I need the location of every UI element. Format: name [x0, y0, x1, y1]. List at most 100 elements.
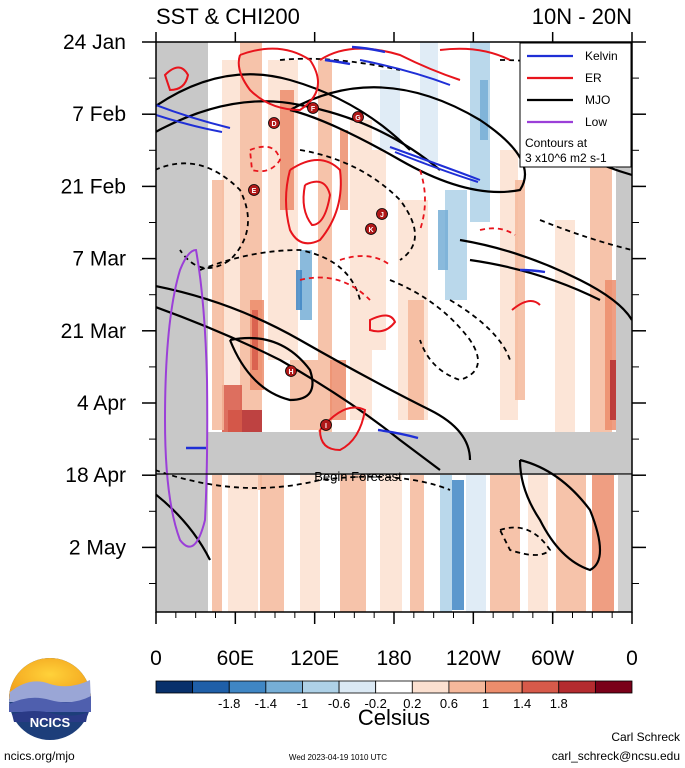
contour-line	[439, 47, 511, 61]
tc-marker: D	[268, 117, 280, 129]
x-tick-labels: 0 60E 120E 180 120W 60W 0	[150, 647, 638, 670]
tc-marker-label: D	[271, 121, 276, 128]
tc-marker: H	[285, 365, 297, 377]
tc-marker-label: K	[368, 227, 373, 234]
sst-cell	[556, 475, 586, 612]
tc-marker-label: J	[380, 212, 384, 219]
contour-line	[299, 276, 371, 301]
colorbar-label: 1.4	[513, 696, 531, 711]
contour-line	[279, 57, 401, 71]
sst-cell	[480, 80, 488, 140]
sst-cell	[212, 475, 222, 612]
colorbar-swatch	[265, 680, 303, 694]
y-tick-label: 18 Apr	[65, 464, 126, 487]
contour-line	[389, 146, 481, 181]
sst-cell	[445, 190, 467, 300]
timestamp: Wed 2023-04-19 1010 UTC	[289, 753, 387, 762]
colorbar-swatch	[594, 680, 633, 694]
masked-region	[156, 42, 632, 612]
x-tick-label: 0	[150, 647, 162, 670]
contour-line	[156, 114, 223, 133]
colorbar-unit: Celsius	[358, 705, 430, 730]
x-tick-label: 0	[626, 647, 638, 670]
contour-line	[163, 66, 190, 92]
sst-cell	[528, 475, 548, 612]
contour-line	[479, 227, 516, 236]
sst-cell	[372, 150, 386, 350]
colorbar-swatch	[375, 680, 413, 694]
legend-label: MJO	[585, 93, 610, 107]
sst-cell	[280, 90, 294, 210]
colorbar-label: -1.8	[218, 696, 240, 711]
y-tick-label: 4 Apr	[77, 392, 126, 415]
sst-cell	[350, 120, 372, 420]
email-link[interactable]: carl_schreck@ncsu.edu	[552, 749, 680, 763]
forecast-label: Begin Forecast	[314, 469, 402, 484]
contour-line	[199, 249, 361, 301]
y-tick-label: 24 Jan	[63, 31, 126, 54]
sst-cell	[500, 150, 518, 420]
y-tick-label: 7 Feb	[72, 103, 126, 126]
contour-line	[156, 469, 451, 491]
sst-cell	[340, 475, 366, 612]
colorbar-swatch	[521, 680, 560, 694]
sst-cell	[252, 310, 258, 370]
legend: Kelvin ER MJO Low Contours at 3 x10^6 m2 s-…	[519, 42, 632, 168]
tc-marker: G	[352, 111, 364, 123]
colorbar-label: 1	[482, 696, 489, 711]
contour-line	[319, 47, 461, 81]
sst-cell	[420, 42, 438, 162]
contours	[156, 45, 632, 572]
contour-line	[389, 279, 479, 381]
contour-line	[156, 493, 211, 561]
x-tick-label: 60W	[531, 647, 574, 670]
sst-cell	[440, 475, 452, 612]
colorbar-swatch	[338, 680, 377, 694]
tc-marker: J	[376, 208, 388, 220]
sst-cell	[555, 220, 575, 440]
y-tick-labels: 24 Jan 7 Feb 21 Feb 7 Mar 21 Mar 4 Apr 18 Apr 2…	[61, 31, 127, 559]
legend-label: Kelvin	[585, 49, 618, 63]
tc-marker-label: G	[355, 115, 361, 122]
colorbar-label: -1	[297, 696, 309, 711]
y-tick-label: 21 Mar	[61, 320, 126, 343]
contour-line	[351, 45, 386, 54]
colorbar-swatch	[448, 680, 486, 694]
sst-cell	[222, 385, 242, 433]
sst-cell	[380, 70, 400, 150]
sst-cell	[296, 270, 302, 310]
y-tick-label: 21 Feb	[61, 175, 126, 198]
tc-marker: E	[248, 184, 260, 196]
contour-line	[319, 406, 367, 452]
sst-cell	[515, 180, 525, 400]
tc-marker: I	[320, 419, 332, 431]
colorbar-swatch	[485, 680, 523, 694]
tc-marker: K	[365, 223, 377, 235]
colorbar-swatch	[155, 680, 194, 694]
contour-line	[156, 306, 441, 471]
contour-line	[419, 169, 426, 231]
sst-cell	[610, 360, 618, 420]
website-link[interactable]: ncics.org/mjo	[4, 749, 75, 763]
x-tick-label: 120W	[446, 647, 501, 670]
sst-cell	[410, 475, 424, 612]
sst-cell	[408, 300, 424, 420]
contour-line	[228, 336, 314, 402]
colorbar-label: -0.6	[328, 696, 350, 711]
contour-line	[519, 268, 546, 274]
legend-label: ER	[585, 71, 602, 85]
colorbar-label: 0.6	[440, 696, 458, 711]
chart-title: SST & CHI200	[156, 4, 300, 29]
contour-line	[163, 248, 209, 548]
colorbar-label: 1.8	[550, 696, 568, 711]
contour-line	[289, 86, 526, 194]
contour-line	[394, 151, 479, 183]
colorbar-swatch	[302, 680, 340, 694]
contour-line	[518, 458, 601, 572]
sst-cell	[438, 210, 448, 270]
contour-line	[237, 47, 319, 112]
contour-line	[449, 299, 511, 361]
contour-line	[377, 428, 419, 440]
sst-cell	[466, 475, 486, 612]
y-tick-label: 7 Mar	[72, 248, 126, 271]
